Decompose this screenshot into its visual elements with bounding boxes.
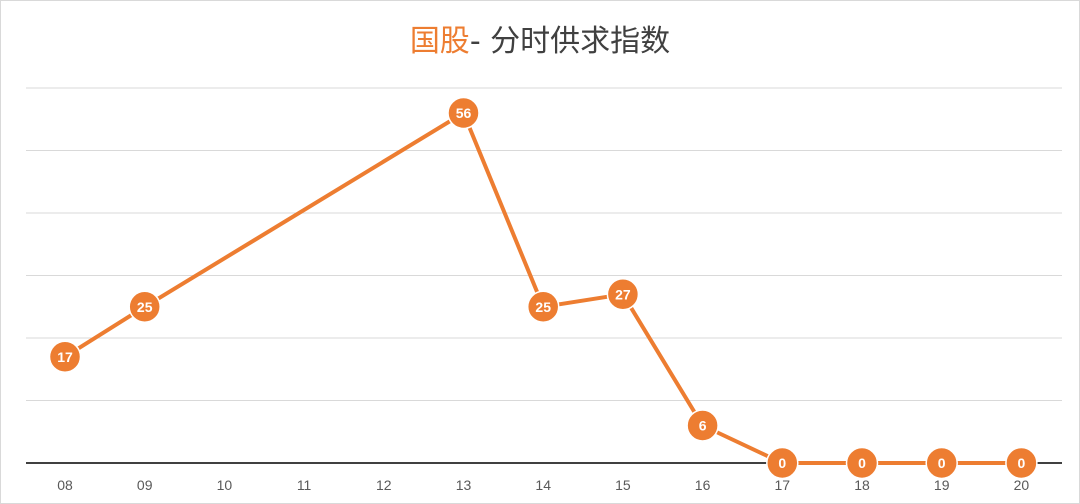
- data-point: [766, 446, 799, 480]
- x-tick-label: 18: [854, 477, 870, 493]
- x-tick-label: 13: [456, 477, 472, 493]
- x-tick-label: 10: [217, 477, 233, 493]
- chart-title-highlight: 国股: [409, 24, 470, 59]
- x-tick-label: 14: [535, 477, 551, 493]
- data-label: 27: [615, 286, 631, 302]
- data-points: 17 25 56 25 27 6 0 0 0 0: [48, 96, 1038, 480]
- data-label: 0: [1018, 455, 1026, 471]
- data-point: [128, 290, 161, 323]
- x-tick-label: 17: [775, 477, 791, 493]
- x-axis: 08 09 10 11 12 13 14 15 16 17 18 19 20: [26, 462, 1062, 493]
- data-label: 0: [778, 455, 786, 471]
- x-tick-label: 15: [615, 477, 631, 493]
- data-point: [526, 290, 560, 323]
- x-tick-label: 20: [1014, 477, 1030, 493]
- x-tick-label: 19: [934, 477, 950, 493]
- x-tick-label: 11: [297, 477, 312, 493]
- data-label: 25: [137, 299, 153, 315]
- x-tick-label: 12: [376, 477, 392, 493]
- chart-title-rest: - 分时供求指数: [469, 24, 671, 59]
- data-label: 6: [699, 418, 707, 434]
- data-point: [447, 96, 480, 130]
- data-label: 56: [456, 105, 472, 121]
- data-point: [1005, 446, 1038, 480]
- data-label: 0: [858, 455, 866, 471]
- gridlines: [26, 87, 1062, 401]
- series-path: [63, 111, 1022, 465]
- x-tick-label: 09: [137, 477, 153, 493]
- data-point: [606, 278, 640, 311]
- data-point: [925, 446, 958, 480]
- x-tick-label: 08: [57, 477, 73, 493]
- series-line: [63, 111, 1022, 465]
- data-label: 25: [535, 299, 551, 315]
- chart-title: 国股- 分时供求指数: [0, 22, 1080, 62]
- data-label: 0: [938, 455, 946, 471]
- data-point: [686, 409, 719, 442]
- data-point: [48, 340, 82, 373]
- x-tick-label: 16: [695, 477, 711, 493]
- data-point: [845, 446, 879, 480]
- data-label: 17: [57, 349, 73, 365]
